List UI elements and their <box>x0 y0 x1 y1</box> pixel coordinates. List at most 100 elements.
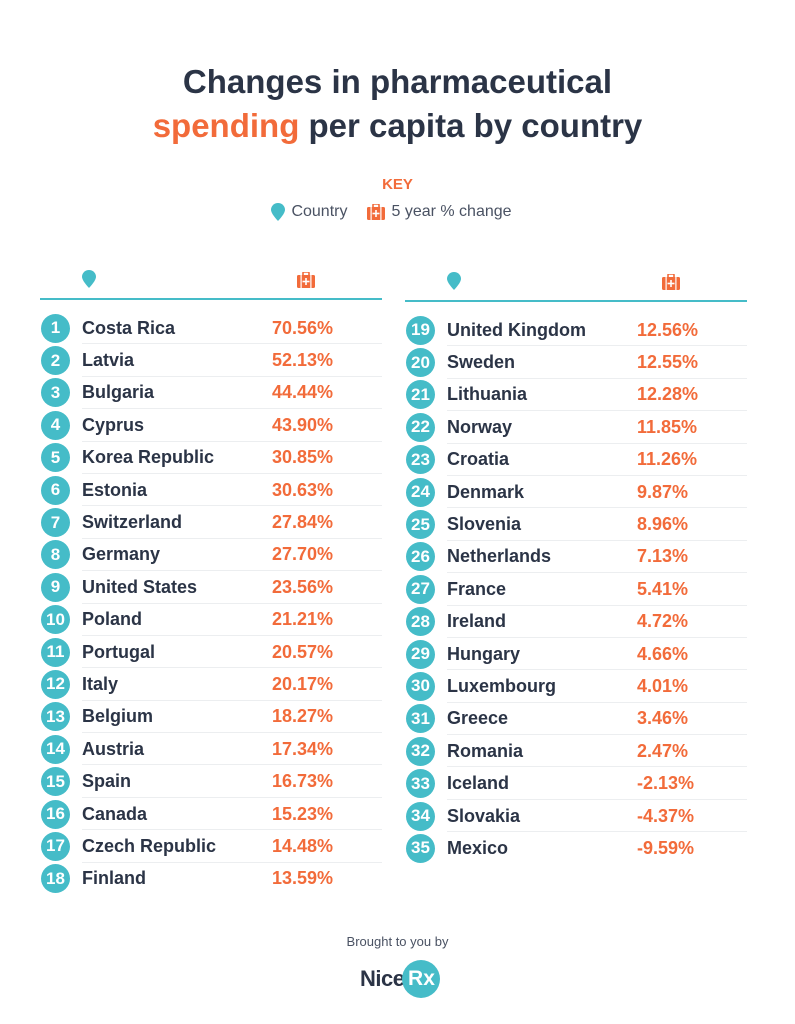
rank-badge: 24 <box>406 477 435 507</box>
medical-kit-icon <box>367 204 386 220</box>
row-divider <box>447 798 747 800</box>
rank-badge: 15 <box>41 767 70 797</box>
percent-change: 52.13% <box>272 350 334 371</box>
row-divider <box>447 831 747 833</box>
country-name: Denmark <box>447 481 525 502</box>
percent-change: 15.23% <box>272 803 334 824</box>
percent-change: 7.13% <box>637 546 689 567</box>
country-name: Lithuania <box>447 384 527 405</box>
percent-change: 30.63% <box>272 479 334 500</box>
percent-change: 18.27% <box>272 706 334 727</box>
row-divider <box>82 472 382 474</box>
country-name: Costa Rica <box>82 317 176 338</box>
table-row: 12 Italy 20.17% <box>40 668 382 701</box>
table-header <box>405 272 747 302</box>
percent-change: 13.59% <box>272 868 334 889</box>
table-row: 25 Slovenia 8.96% <box>405 508 747 541</box>
rank-badge: 27 <box>406 574 435 604</box>
percent-change: 9.87% <box>637 481 689 502</box>
table-row: 4 Cyprus 43.90% <box>40 409 382 442</box>
country-name: Belgium <box>82 706 154 727</box>
percent-change: 11.26% <box>637 449 698 470</box>
rank-badge: 4 <box>41 410 70 440</box>
rank-badge: 26 <box>406 542 435 572</box>
country-name: United Kingdom <box>447 319 586 340</box>
country-name: Romania <box>447 740 524 761</box>
rank-badge: 9 <box>41 572 70 602</box>
row-divider <box>82 732 382 734</box>
row-divider <box>82 764 382 766</box>
percent-change: 2.47% <box>637 740 689 761</box>
table-row: 3 Bulgaria 44.44% <box>40 377 382 410</box>
rank-badge: 12 <box>41 669 70 699</box>
percent-change: 5.41% <box>637 578 689 599</box>
country-name: Iceland <box>447 773 510 794</box>
legend-item-change: 5 year % change <box>367 203 512 221</box>
percent-change: 4.66% <box>637 643 689 664</box>
table-row: 32 Romania 2.47% <box>405 735 747 768</box>
percent-change: 27.70% <box>272 544 334 565</box>
row-divider <box>447 669 747 671</box>
country-name: Sweden <box>447 352 516 373</box>
rank-badge: 33 <box>406 769 435 799</box>
row-divider <box>447 442 747 444</box>
rank-badge: 29 <box>406 639 435 669</box>
row-divider <box>447 572 747 574</box>
table-row: 35 Mexico -9.59% <box>405 832 747 864</box>
legend-label: Country <box>291 203 348 220</box>
percent-change: -4.37% <box>637 805 695 826</box>
rank-badge: 20 <box>406 348 435 378</box>
rank-badge: 5 <box>41 443 70 473</box>
rank-badge: 25 <box>406 510 435 540</box>
rank-badge: 30 <box>406 671 435 701</box>
row-divider <box>82 829 382 831</box>
country-name: Mexico <box>447 837 509 858</box>
key-label: KEY <box>382 176 413 193</box>
rank-badge: 19 <box>406 315 435 345</box>
row-divider <box>447 507 747 509</box>
rank-badge: 16 <box>41 799 70 829</box>
country-name: Finland <box>82 868 146 889</box>
row-divider <box>82 602 382 604</box>
rank-badge: 14 <box>41 734 70 764</box>
nicerx-logo: Nice Rx <box>360 960 441 998</box>
table-row: 18 Finland 13.59% <box>40 863 382 895</box>
row-divider <box>82 408 382 410</box>
logo-badge: Rx <box>402 960 441 998</box>
percent-change: 21.21% <box>272 609 334 630</box>
country-name: Poland <box>82 609 143 630</box>
table-row: 26 Netherlands 7.13% <box>405 541 747 574</box>
row-divider <box>82 375 382 377</box>
table-row: 8 Germany 27.70% <box>40 539 382 572</box>
percent-change: 20.57% <box>272 641 334 662</box>
country-name: Portugal <box>82 641 156 662</box>
row-divider <box>82 634 382 636</box>
country-name: Canada <box>82 803 148 824</box>
legend: Country 5 year % change <box>0 203 795 221</box>
rank-badge: 32 <box>406 736 435 766</box>
table-row: 17 Czech Republic 14.48% <box>40 830 382 863</box>
map-pin-icon <box>82 270 96 288</box>
row-divider <box>82 667 382 669</box>
percent-change: 4.72% <box>637 611 689 632</box>
rank-badge: 11 <box>41 637 70 667</box>
row-divider <box>447 734 747 736</box>
percent-change: 12.56% <box>637 319 699 340</box>
country-name: Hungary <box>447 643 521 664</box>
percent-change: 27.84% <box>272 512 334 533</box>
percent-change: 8.96% <box>637 514 689 535</box>
rank-badge: 21 <box>406 380 435 410</box>
percent-change: 16.73% <box>272 771 334 792</box>
legend-label: 5 year % change <box>391 203 512 220</box>
rank-badge: 22 <box>406 412 435 442</box>
country-name: Ireland <box>447 611 507 632</box>
title-rest: per capita by country <box>299 107 643 144</box>
table-row: 29 Hungary 4.66% <box>405 638 747 671</box>
percent-change: 43.90% <box>272 414 334 435</box>
table-row: 7 Switzerland 27.84% <box>40 506 382 539</box>
row-divider <box>82 796 382 798</box>
percent-change: 23.56% <box>272 576 334 597</box>
ranking-table-right: 19 United Kingdom 12.56% 20 Sweden 12.55% 21 Li… <box>405 272 747 865</box>
country-name: Greece <box>447 708 509 729</box>
table-row: 30 Luxembourg 4.01% <box>405 670 747 703</box>
